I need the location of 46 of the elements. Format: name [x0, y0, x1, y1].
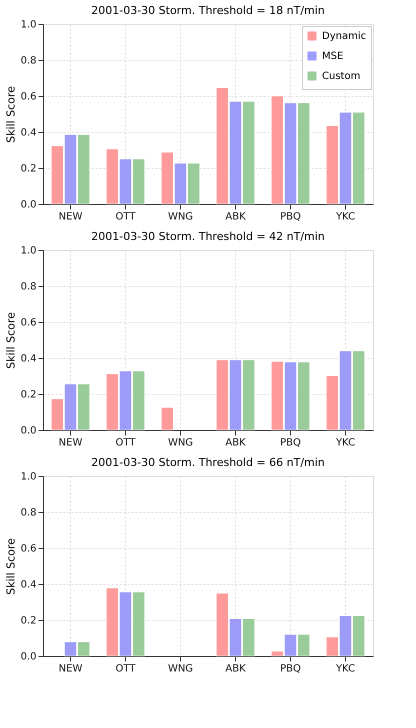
y-tick-label: 0.6 [20, 92, 36, 102]
x-tick-label: OTT [116, 438, 136, 448]
y-tick-label: 0.0 [20, 426, 36, 436]
y-tick-label: 0.8 [20, 508, 36, 518]
y-tick-label: 1.0 [20, 246, 36, 256]
chart-title: 2001-03-30 Storm. Threshold = 42 nT/min [91, 230, 325, 243]
y-tick-label: 0.0 [20, 652, 36, 662]
x-tick-label: YKC [334, 664, 356, 674]
y-tick-label: 0.4 [20, 580, 36, 590]
x-tick-label: NEW [58, 664, 82, 674]
legend-label: Custom [322, 71, 360, 82]
y-axis-title: Skill Score [4, 312, 18, 369]
x-tick-label: WNG [168, 212, 194, 222]
x-tick-label: PBQ [280, 212, 302, 222]
y-tick-label: 0.8 [20, 282, 36, 292]
x-tick-label: YKC [334, 438, 356, 448]
x-tick-label: WNG [168, 438, 194, 448]
y-tick-label: 0.6 [20, 318, 36, 328]
x-tick-label: ABK [225, 212, 246, 222]
x-tick-label: PBQ [280, 438, 302, 448]
y-axis-title: Skill Score [4, 538, 18, 595]
x-tick-label: ABK [225, 438, 246, 448]
y-tick-label: 0.8 [20, 56, 36, 66]
y-axis-title: Skill Score [4, 86, 18, 143]
x-tick-label: WNG [168, 664, 194, 674]
x-tick-label: PBQ [280, 664, 302, 674]
x-tick-label: YKC [334, 212, 356, 222]
y-tick-label: 0.0 [20, 200, 36, 210]
x-tick-label: NEW [58, 438, 82, 448]
legend-label: Dynamic [322, 31, 366, 42]
x-tick-label: OTT [116, 664, 136, 674]
legend-label: MSE [322, 51, 344, 62]
y-tick-label: 0.4 [20, 128, 36, 138]
x-tick-label: OTT [116, 212, 136, 222]
y-tick-label: 0.2 [20, 616, 36, 626]
y-tick-label: 0.2 [20, 390, 36, 400]
x-tick-label: NEW [58, 212, 82, 222]
chart-title: 2001-03-30 Storm. Threshold = 66 nT/min [91, 456, 325, 469]
bar [161, 407, 174, 430]
x-tick-label: ABK [225, 664, 246, 674]
y-tick-label: 0.6 [20, 544, 36, 554]
chart-title: 2001-03-30 Storm. Threshold = 18 nT/min [91, 4, 325, 17]
y-tick-label: 1.0 [20, 472, 36, 482]
y-tick-label: 0.4 [20, 354, 36, 364]
y-tick-label: 0.2 [20, 164, 36, 174]
y-tick-label: 1.0 [20, 20, 36, 30]
